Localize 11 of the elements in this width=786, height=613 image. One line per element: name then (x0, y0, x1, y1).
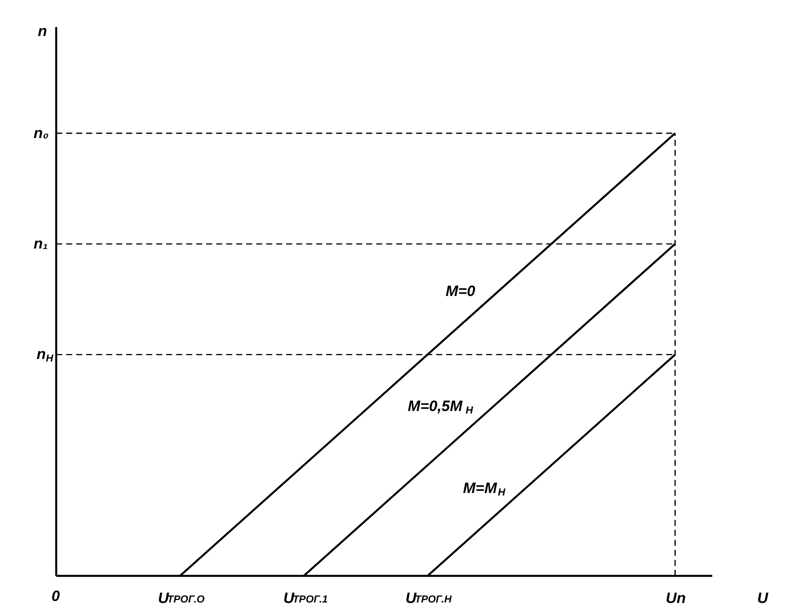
x-tick-label: UТРОГ.1 (283, 590, 328, 607)
ref-line-label: n₁ (34, 235, 48, 252)
x-axis-title: U (757, 590, 770, 607)
x-tick-label: UТРОГ.О (158, 590, 205, 607)
x-tick-label: 0 (52, 588, 61, 605)
series-label: M=0,5MН (408, 398, 474, 417)
x-tick-label: Un (666, 590, 686, 607)
ref-line-label: n₀ (34, 124, 49, 142)
series-label: M=0 (446, 282, 476, 300)
x-tick-label: UТРОГ.Н (406, 590, 452, 607)
text: n (38, 23, 48, 40)
